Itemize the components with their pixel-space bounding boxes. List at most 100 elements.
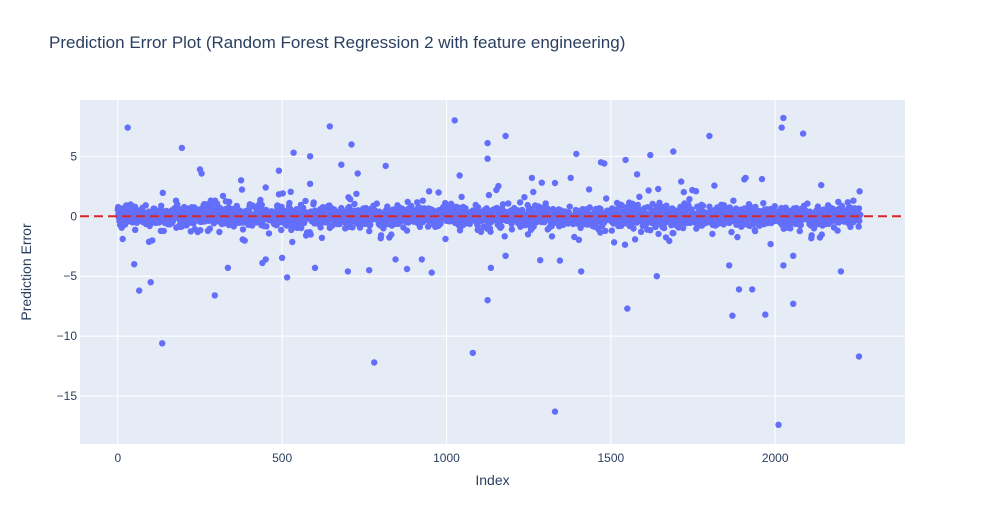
data-point	[726, 262, 733, 269]
chart-title: Prediction Error Plot (Random Forest Reg…	[49, 33, 626, 52]
data-point	[652, 223, 659, 231]
x-tick-label: 2000	[762, 451, 789, 465]
data-point	[353, 190, 360, 197]
data-point	[349, 224, 356, 231]
data-point	[680, 188, 687, 196]
data-point	[799, 130, 807, 137]
data-point	[728, 228, 735, 236]
data-point	[808, 232, 815, 239]
data-point	[688, 206, 695, 213]
data-point	[645, 187, 652, 194]
data-point	[307, 231, 314, 238]
data-point	[196, 166, 204, 173]
data-point	[730, 197, 737, 204]
data-point	[578, 268, 585, 275]
data-point	[203, 201, 210, 208]
data-point	[670, 229, 677, 237]
data-point	[224, 264, 232, 271]
data-point	[835, 198, 842, 206]
data-point	[603, 195, 610, 202]
data-point	[796, 227, 803, 235]
x-tick-label: 0	[114, 451, 121, 465]
data-point	[622, 156, 629, 164]
data-point	[767, 240, 774, 248]
data-point	[392, 256, 399, 263]
data-point	[306, 180, 314, 187]
data-point	[601, 160, 608, 167]
data-point	[435, 189, 442, 196]
data-point	[377, 232, 385, 239]
data-point	[670, 148, 677, 155]
data-point	[371, 359, 378, 366]
data-point	[751, 227, 759, 235]
data-point	[666, 237, 673, 245]
y-tick-label: −15	[57, 389, 78, 403]
data-point	[780, 262, 787, 269]
data-point	[837, 268, 845, 275]
plot-area	[80, 100, 905, 444]
data-point	[797, 221, 804, 229]
data-point	[585, 186, 593, 193]
data-point	[624, 305, 631, 312]
data-point	[742, 174, 749, 182]
data-point	[278, 254, 286, 261]
data-point	[778, 124, 785, 131]
y-axis-label: Prediction Error	[18, 223, 34, 321]
data-point	[287, 188, 294, 195]
data-point	[425, 188, 433, 195]
data-point	[262, 256, 269, 263]
data-point	[749, 286, 756, 293]
data-point	[706, 132, 713, 140]
data-point	[556, 257, 564, 264]
data-point	[366, 267, 373, 274]
data-point	[178, 144, 186, 152]
data-point	[318, 234, 326, 241]
x-tick-label: 500	[272, 451, 292, 465]
data-point	[174, 201, 181, 208]
data-point	[775, 421, 782, 428]
data-point	[734, 233, 741, 241]
data-point	[498, 223, 505, 230]
data-point	[499, 201, 507, 208]
data-point	[679, 224, 687, 232]
data-point	[344, 268, 352, 275]
data-point	[418, 256, 425, 263]
data-point	[686, 196, 693, 203]
data-point	[159, 189, 166, 196]
x-axis-ticks: 0 500 1000 1500 2000	[114, 451, 788, 465]
data-point	[338, 161, 345, 168]
data-point	[263, 223, 270, 230]
y-tick-label: −5	[63, 269, 77, 283]
data-point	[501, 233, 508, 240]
data-point	[790, 252, 797, 259]
data-point	[567, 174, 574, 182]
data-point	[735, 286, 743, 293]
data-point	[518, 206, 526, 214]
data-point	[630, 225, 637, 232]
data-point	[647, 151, 654, 159]
data-point	[437, 220, 444, 227]
data-point	[283, 274, 291, 281]
data-point	[290, 149, 297, 156]
data-point	[602, 227, 609, 235]
data-point	[818, 231, 825, 238]
data-point	[348, 141, 355, 148]
data-point	[442, 235, 449, 243]
data-point	[844, 199, 851, 206]
data-point	[265, 230, 273, 237]
x-axis-label: Index	[475, 472, 509, 488]
data-point	[660, 224, 668, 232]
data-point	[692, 188, 700, 195]
data-point	[678, 178, 685, 185]
data-point	[571, 233, 578, 241]
data-point	[709, 230, 716, 238]
data-point	[487, 228, 494, 235]
data-point	[528, 174, 536, 182]
data-point	[306, 153, 314, 160]
data-point	[124, 124, 131, 131]
data-point	[367, 221, 374, 229]
data-point	[586, 204, 593, 211]
data-point	[752, 203, 759, 211]
data-point	[278, 226, 285, 234]
